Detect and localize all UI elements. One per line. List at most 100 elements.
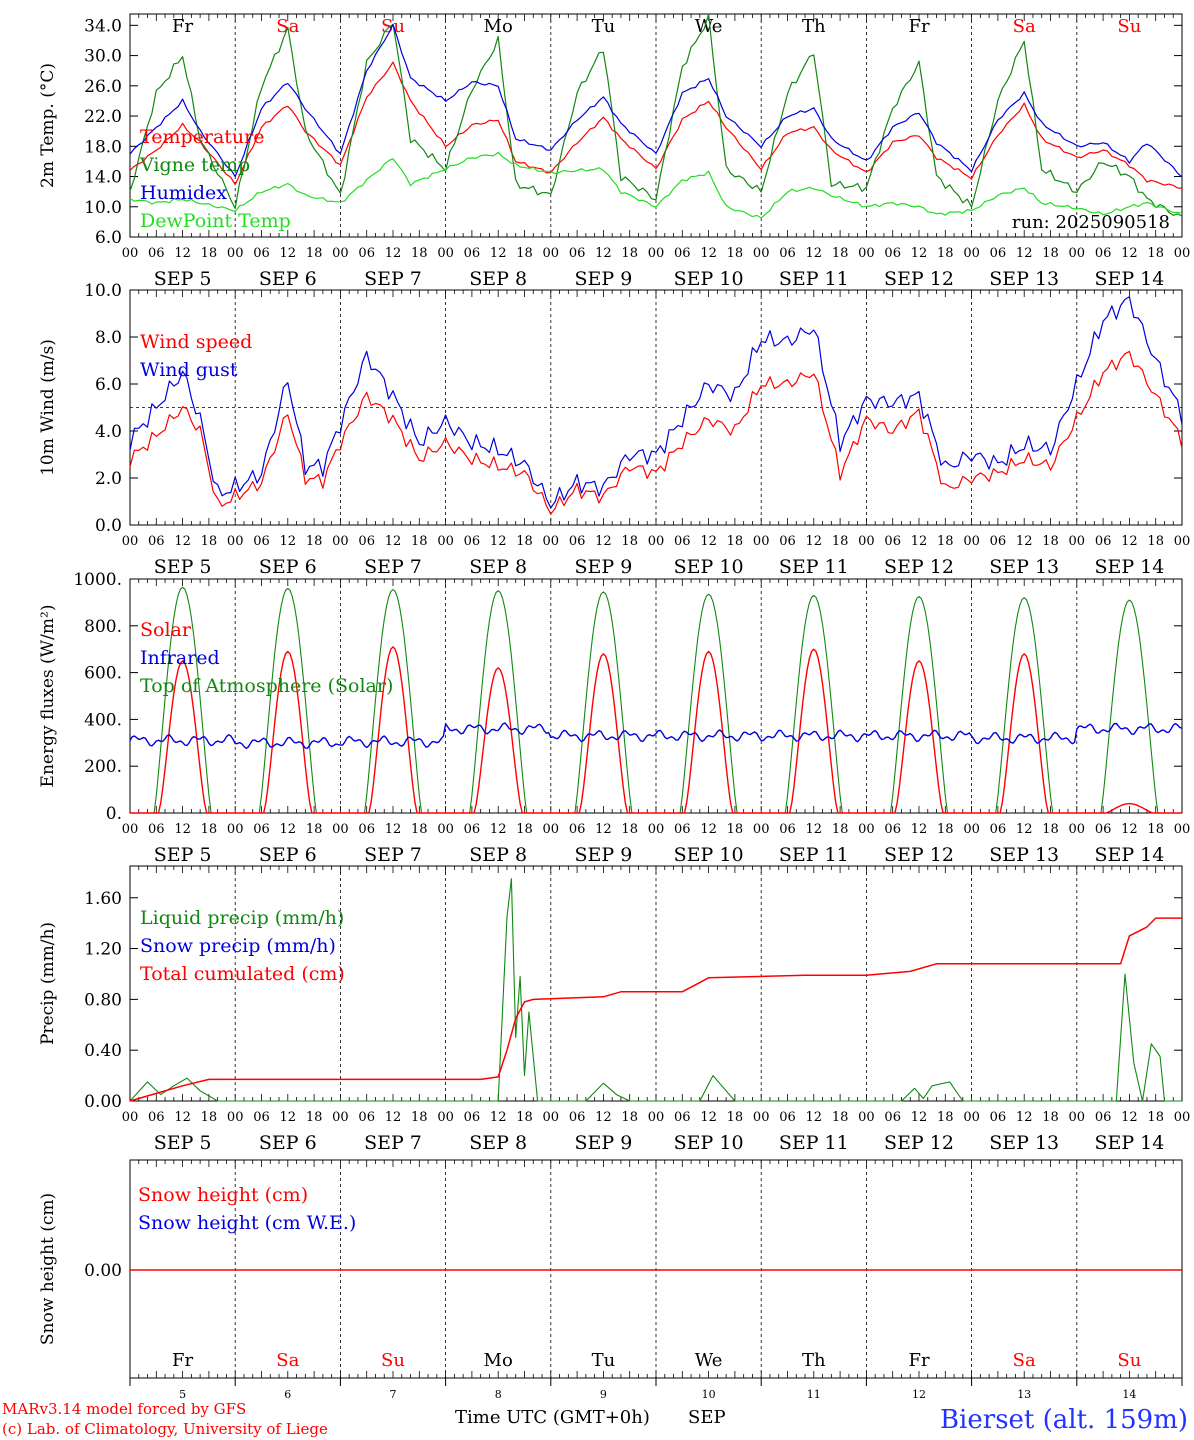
x-date-label: SEP 5 (154, 1132, 212, 1154)
x-hour-label: 12 (385, 1110, 402, 1125)
day-number: 12 (912, 1388, 926, 1401)
x-hour-label: 18 (937, 534, 954, 549)
x-hour-label: 00 (648, 534, 665, 549)
x-hour-label: 18 (1042, 534, 1059, 549)
x-hour-label: 12 (911, 534, 928, 549)
x-hour-label: 18 (832, 246, 849, 261)
x-hour-label: 18 (937, 1110, 954, 1125)
run-label: run: 2025090518 (1012, 212, 1170, 233)
x-hour-label: 12 (911, 822, 928, 837)
x-date-label: SEP 8 (469, 556, 527, 578)
x-hour-label: 18 (1042, 1110, 1059, 1125)
y-tick-label: 18.0 (84, 137, 122, 157)
legend-entry: Temperature (140, 126, 264, 148)
x-hour-label: 00 (963, 534, 980, 549)
x-hour-label: 12 (911, 246, 928, 261)
station-name: Bierset (alt. 159m) (940, 1405, 1188, 1435)
x-hour-label: 18 (411, 246, 428, 261)
x-hour-label: 12 (700, 534, 717, 549)
y-tick-label: 30.0 (84, 47, 122, 67)
weekday-label: Su (381, 1350, 405, 1371)
x-hour-label: 00 (543, 822, 560, 837)
x-hour-label: 06 (358, 246, 375, 261)
x-date-label: SEP 11 (779, 1132, 849, 1154)
x-date-label: SEP 12 (884, 268, 954, 290)
x-hour-label: 12 (1121, 534, 1138, 549)
x-hour-label: 00 (437, 246, 454, 261)
x-date-label: SEP 6 (259, 268, 317, 290)
x-hour-label: 18 (727, 1110, 744, 1125)
x-hour-label: 00 (648, 1110, 665, 1125)
x-hour-label: 00 (1174, 1110, 1191, 1125)
x-hour-label: 18 (516, 534, 533, 549)
x-hour-label: 06 (464, 1110, 481, 1125)
x-hour-label: 00 (227, 534, 244, 549)
x-hour-label: 12 (490, 246, 507, 261)
day-number: 9 (600, 1388, 607, 1401)
x-hour-label: 18 (201, 1110, 218, 1125)
x-date-label: SEP 5 (154, 556, 212, 578)
x-hour-label: 18 (727, 246, 744, 261)
x-hour-label: 00 (437, 534, 454, 549)
legend-entry: Wind gust (140, 359, 238, 381)
x-hour-label: 00 (437, 822, 454, 837)
x-hour-label: 06 (569, 822, 586, 837)
x-hour-label: 12 (490, 534, 507, 549)
weekday-label: Tu (592, 1350, 616, 1371)
x-date-label: SEP 12 (884, 844, 954, 866)
x-hour-label: 06 (358, 534, 375, 549)
x-hour-label: 06 (990, 534, 1007, 549)
x-hour-label: 00 (227, 822, 244, 837)
x-date-label: SEP 12 (884, 1132, 954, 1154)
x-hour-label: 12 (806, 1110, 823, 1125)
x-hour-label: 18 (201, 246, 218, 261)
weekday-label: Fr (172, 16, 193, 37)
legend-entry: Infrared (140, 647, 220, 669)
x-hour-label: 06 (148, 1110, 165, 1125)
x-hour-label: 06 (884, 246, 901, 261)
legend-entry: Wind speed (140, 331, 252, 353)
x-hour-label: 06 (358, 1110, 375, 1125)
x-hour-label: 12 (595, 822, 612, 837)
x-hour-label: 18 (411, 1110, 428, 1125)
y-tick-label: 1.60 (84, 889, 122, 909)
y-tick-label: 0. (106, 804, 122, 824)
x-hour-label: 12 (385, 246, 402, 261)
x-hour-label: 06 (1095, 822, 1112, 837)
x-hour-label: 00 (1174, 822, 1191, 837)
weekday-label: Sa (276, 1350, 299, 1371)
x-hour-label: 18 (937, 822, 954, 837)
x-hour-label: 06 (148, 534, 165, 549)
x-hour-label: 12 (1121, 822, 1138, 837)
series-line (129, 917, 1182, 1102)
x-date-label: SEP 13 (989, 1132, 1059, 1154)
x-hour-label: 00 (332, 1110, 349, 1125)
series-line (129, 13, 1183, 217)
legend-entry: DewPoint Temp (140, 210, 291, 232)
x-hour-label: 06 (358, 822, 375, 837)
day-number: 13 (1017, 1388, 1031, 1401)
weekday-label: Sa (1013, 16, 1036, 37)
x-hour-label: 00 (543, 246, 560, 261)
x-hour-label: 18 (727, 534, 744, 549)
x-hour-label: 00 (122, 534, 139, 549)
y-tick-label: 8.0 (95, 328, 122, 348)
x-hour-label: 12 (174, 822, 191, 837)
x-hour-label: 00 (753, 246, 770, 261)
x-hour-label: 18 (937, 246, 954, 261)
x-date-label: SEP 10 (674, 1132, 744, 1154)
x-hour-label: 18 (201, 822, 218, 837)
series-line (129, 350, 1183, 515)
x-hour-label: 00 (543, 534, 560, 549)
x-date-label: SEP 6 (259, 844, 317, 866)
x-hour-label: 18 (832, 1110, 849, 1125)
x-hour-label: 18 (516, 246, 533, 261)
legend-entry: Vigne temp (139, 154, 250, 176)
x-date-label: SEP 10 (674, 844, 744, 866)
y-tick-label: 600. (84, 664, 122, 684)
y-tick-label: 26.0 (84, 77, 122, 97)
x-hour-label: 18 (411, 822, 428, 837)
x-date-label: SEP 13 (989, 844, 1059, 866)
x-hour-label: 18 (1147, 246, 1164, 261)
x-hour-label: 06 (464, 822, 481, 837)
